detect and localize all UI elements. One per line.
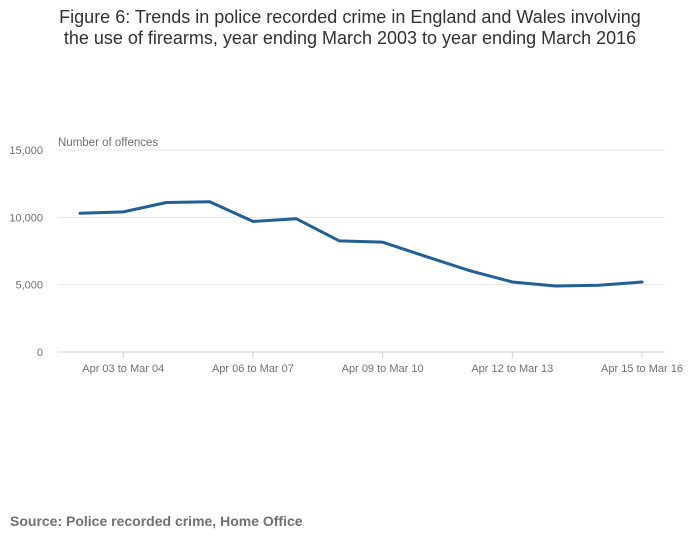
- x-tick-label: Apr 15 to Mar 16: [601, 363, 683, 375]
- x-tick-label: Apr 06 to Mar 07: [212, 363, 294, 375]
- series-group: [78, 200, 644, 288]
- y-tick-label: 5,000: [15, 280, 43, 292]
- y-tick-label: 10,000: [9, 212, 43, 224]
- y-axis-ticks: 0 5,000 10,000 15,000: [9, 145, 43, 359]
- chart-title-line-2: the use of firearms, year ending March 2…: [63, 28, 637, 48]
- source-note: Source: Police recorded crime, Home Offi…: [10, 513, 303, 529]
- x-axis: Apr 03 to Mar 04 Apr 06 to Mar 07 Apr 09 t…: [58, 351, 683, 375]
- series-line: [78, 200, 644, 288]
- x-tick-label: Apr 09 to Mar 10: [342, 363, 424, 375]
- gridlines: [58, 149, 665, 286]
- x-tick-label: Apr 12 to Mar 13: [471, 363, 553, 375]
- y-axis-label: Number of offences: [58, 137, 158, 149]
- y-tick-label: 0: [37, 347, 43, 359]
- y-tick-label: 15,000: [9, 145, 43, 157]
- x-tick-label: Apr 03 to Mar 04: [82, 363, 164, 375]
- chart-title: Figure 6: Trends in police recorded crim…: [0, 7, 700, 49]
- chart-title-line-1: Figure 6: Trends in police recorded crim…: [59, 7, 641, 27]
